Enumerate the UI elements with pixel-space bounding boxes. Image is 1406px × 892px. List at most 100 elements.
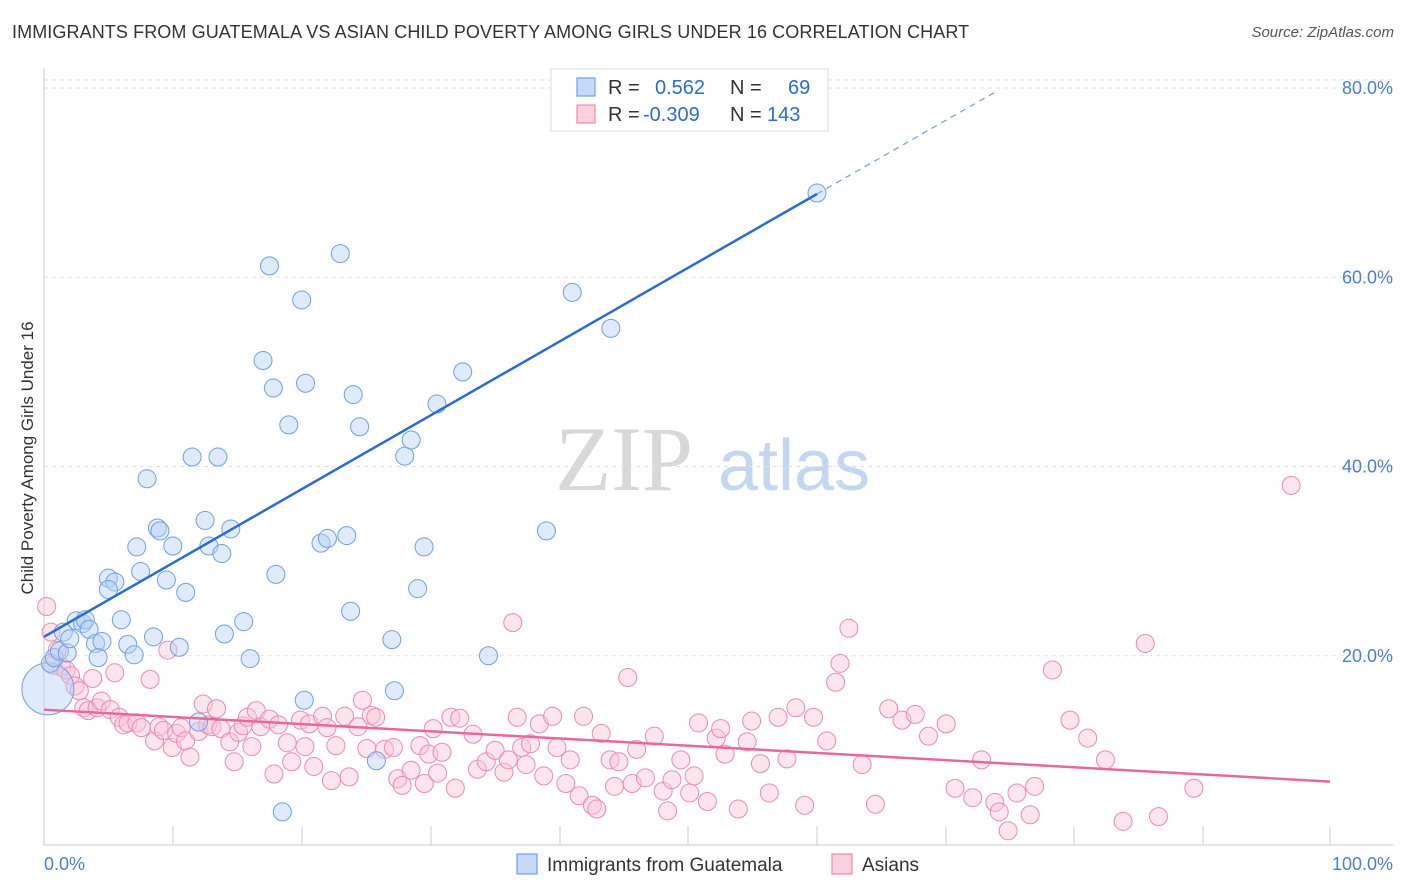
asians-point [1025, 776, 1045, 796]
asians-point [742, 711, 762, 731]
guatemala-point [163, 536, 183, 556]
guatemala-point [92, 632, 112, 652]
guatemala-point [21, 662, 75, 716]
asians-point [852, 755, 872, 775]
y-tick-label-60: 60.0% [1342, 267, 1393, 287]
guatemala-point [57, 643, 77, 663]
asians-point [401, 760, 421, 780]
legend-bottom: Immigrants from Guatemala Asians [516, 853, 919, 876]
x-tick-label-0: 0.0% [44, 854, 85, 874]
guatemala-point [195, 510, 215, 530]
guatemala-point [118, 634, 138, 654]
asians-point [445, 778, 465, 798]
asians-point [428, 763, 448, 783]
legend-n-value-1: 69 [788, 77, 810, 99]
asians-point [1078, 728, 1098, 748]
legend-r-value-1: 0.562 [655, 77, 705, 99]
asians-point [662, 770, 682, 790]
guatemala-point [401, 430, 421, 450]
guatemala-point [86, 633, 106, 653]
legend-r-label-1: R = [608, 77, 640, 99]
legend-bottom-swatch-guatemala [516, 853, 538, 875]
guatemala-point [144, 627, 164, 647]
asians-point [131, 718, 151, 738]
asians-point [295, 737, 315, 757]
y-tick-label-40: 40.0% [1342, 457, 1393, 477]
legend-bottom-label-guatemala: Immigrants from Guatemala [547, 855, 783, 876]
legend-bottom-label-asians: Asians [862, 855, 919, 876]
asians-point [83, 668, 103, 688]
asians-point [1060, 710, 1080, 730]
guatemala-point [536, 521, 556, 541]
guatemala-point [176, 582, 196, 602]
guatemala-point [189, 712, 209, 732]
asians-point [140, 669, 160, 689]
asians-point [180, 747, 200, 767]
asians-point [587, 799, 607, 819]
asians-point [498, 750, 518, 770]
y-tick-label-20: 20.0% [1342, 646, 1393, 666]
guatemala-point [208, 447, 228, 467]
asians-point [972, 750, 992, 770]
legend-n-label-1: N = [730, 77, 762, 99]
asians-point [998, 821, 1018, 841]
asians-point [795, 795, 815, 815]
guatemala-point [292, 290, 312, 310]
guatemala-point [337, 526, 357, 546]
guatemala-point [156, 570, 176, 590]
asians-point [963, 788, 983, 808]
legend-bottom-swatch-asians [831, 853, 853, 875]
guatemala-point [44, 648, 64, 668]
asians-point [516, 755, 536, 775]
asians-point [507, 707, 527, 727]
asians-point [543, 706, 563, 726]
guatemala-point [263, 378, 283, 398]
asians-point [246, 701, 266, 721]
asians-point [605, 776, 625, 796]
guatemala-point [88, 648, 108, 668]
source-label: Source: ZipAtlas.com [1251, 24, 1394, 41]
asians-point [826, 672, 846, 692]
asians-point [277, 733, 297, 753]
asians-point [905, 704, 925, 724]
guatemala-point [807, 183, 827, 203]
x-tick-label-100: 100.0% [1332, 854, 1393, 874]
asians-point [1135, 633, 1155, 653]
asians-point [1095, 750, 1115, 770]
asians-point [680, 783, 700, 803]
asians-point [671, 750, 691, 770]
asians-point [450, 708, 470, 728]
guatemala-point [408, 579, 428, 599]
guatemala-point [330, 244, 350, 264]
asians-point [591, 723, 611, 743]
trend-lines [43, 90, 1331, 783]
guatemala-point [105, 572, 125, 592]
asians-point [786, 698, 806, 718]
asians-point [432, 742, 452, 762]
guatemala-point [169, 637, 189, 657]
asians-point [326, 736, 346, 756]
asians-point [609, 752, 629, 772]
guatemala-point [240, 649, 260, 669]
asians-point [158, 640, 178, 660]
guatemala-point [343, 385, 363, 405]
asians-point [989, 802, 1009, 822]
asians-point [339, 767, 359, 787]
asians-point [817, 731, 837, 751]
asians-point [689, 713, 709, 733]
asians-point [1042, 660, 1062, 680]
asians-point [804, 707, 824, 727]
legend-n-value-2: 143 [767, 104, 800, 126]
asians-point [304, 756, 324, 776]
guatemala-point [453, 362, 473, 382]
watermark: ZIP atlas [555, 408, 870, 510]
guatemala-point [137, 469, 157, 489]
gridlines [44, 79, 1393, 657]
asians-point [1007, 783, 1027, 803]
asians-point [985, 792, 1005, 812]
asians-point [321, 771, 341, 791]
asians-point [224, 752, 244, 772]
asians-point [414, 773, 434, 793]
legend-swatch-asians [576, 104, 596, 124]
asians-point [945, 778, 965, 798]
